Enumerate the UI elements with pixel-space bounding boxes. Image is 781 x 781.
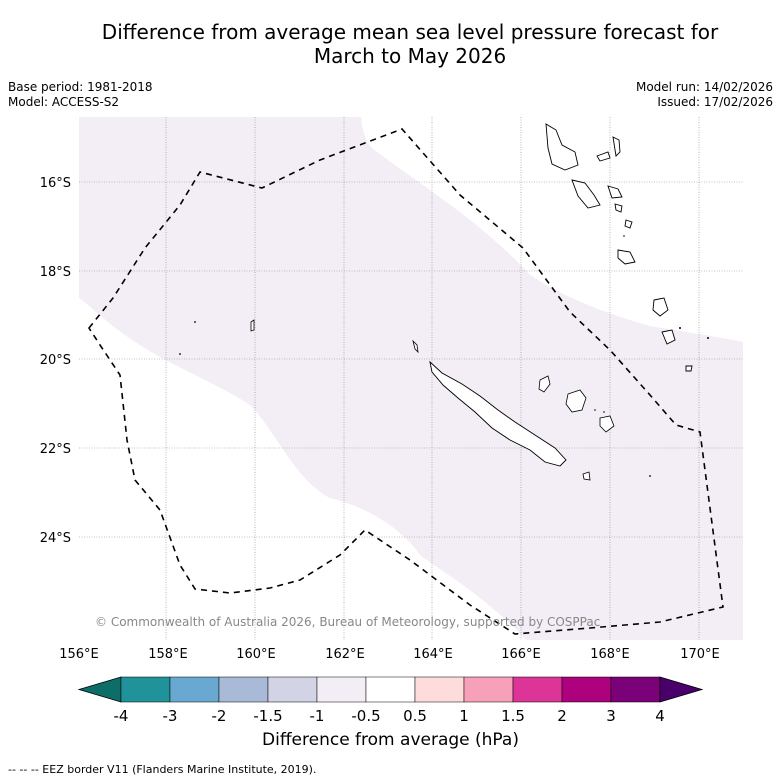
title-line-2: March to May 2026 xyxy=(313,44,507,68)
colorbar-segment xyxy=(169,676,220,703)
lat-label-16s: 16°S xyxy=(40,176,71,191)
ouvea-island xyxy=(538,375,551,393)
colorbar-tick-label: -1 xyxy=(310,707,325,725)
model-run: Model run: 14/02/2026 xyxy=(635,80,773,94)
lat-label-22s: 22°S xyxy=(40,442,71,457)
colorbar-tick-label: 0.5 xyxy=(403,707,427,725)
colorbar-segment xyxy=(561,676,612,703)
colorbar-extend-high xyxy=(659,676,704,703)
colorbar-tick-label: 1 xyxy=(459,707,469,725)
eez-border xyxy=(88,128,724,635)
vanuatu-islands xyxy=(545,123,693,372)
colorbar-tick-label: -0.5 xyxy=(351,707,380,725)
lat-label-18s: 18°S xyxy=(40,265,71,280)
colorbar-extend-low xyxy=(77,676,122,703)
model-name: Model: ACCESS-S2 xyxy=(8,95,120,109)
isle-of-pines xyxy=(582,471,591,481)
lifou-island xyxy=(565,389,587,413)
colorbar-segment xyxy=(463,676,514,703)
lon-label-168e: 168°E xyxy=(590,647,630,662)
lon-label-162e: 162°E xyxy=(325,647,365,662)
colorbar-segment xyxy=(512,676,563,703)
copyright-text: © Commonwealth of Australia 2026, Bureau… xyxy=(95,615,600,629)
colorbar-segment xyxy=(218,676,269,703)
colorbar-tick-label: 1.5 xyxy=(501,707,525,725)
colorbar-tick-label: 4 xyxy=(655,707,665,725)
small-islets xyxy=(179,235,709,477)
colorbar-tick-label: 3 xyxy=(606,707,616,725)
colorbar-tick-label: -3 xyxy=(163,707,178,725)
lat-label-24s: 24°S xyxy=(40,531,71,546)
lon-label-170e: 170°E xyxy=(680,647,720,662)
colorbar-segment xyxy=(316,676,367,703)
colorbar-label: Difference from average (hPa) xyxy=(262,730,519,750)
mare-island xyxy=(599,415,615,433)
colorbar xyxy=(77,676,704,703)
anomaly-region xyxy=(79,117,743,640)
title-line-1: Difference from average mean sea level p… xyxy=(101,20,719,44)
eez-footnote: -- -- -- EEZ border V11 (Flanders Marine… xyxy=(8,763,317,776)
new-caledonia-island xyxy=(429,360,567,467)
lon-label-156e: 156°E xyxy=(59,647,99,662)
issued-date: Issued: 17/02/2026 xyxy=(657,95,773,109)
colorbar-segment xyxy=(414,676,465,703)
colorbar-tick-label: -1.5 xyxy=(253,707,282,725)
colorbar-tick-label: -2 xyxy=(212,707,227,725)
lon-label-166e: 166°E xyxy=(501,647,541,662)
lon-label-164e: 164°E xyxy=(413,647,453,662)
colorbar-ticks: -4 -3 -2 -1.5 -1 -0.5 0.5 1 1.5 2 3 4 xyxy=(114,707,665,725)
chesterfield-islet xyxy=(250,319,255,332)
gridlines xyxy=(79,117,743,640)
meta-right: Model run: 14/02/2026 Issued: 17/02/2026 xyxy=(636,80,773,110)
base-period: Base period: 1981-2018 xyxy=(8,80,153,94)
meta-left: Base period: 1981-2018 Model: ACCESS-S2 xyxy=(8,80,153,110)
colorbar-segment xyxy=(267,676,318,703)
belep-islands xyxy=(412,339,419,354)
map-title: Difference from average mean sea level p… xyxy=(0,20,781,68)
colorbar-segment xyxy=(120,676,171,703)
colorbar-tick-label: -4 xyxy=(114,707,129,725)
lat-label-20s: 20°S xyxy=(40,353,71,368)
lon-label-158e: 158°E xyxy=(148,647,188,662)
lon-label-160e: 160°E xyxy=(236,647,276,662)
colorbar-segment xyxy=(610,676,661,703)
colorbar-tick-label: 2 xyxy=(557,707,567,725)
colorbar-segment xyxy=(365,676,416,703)
